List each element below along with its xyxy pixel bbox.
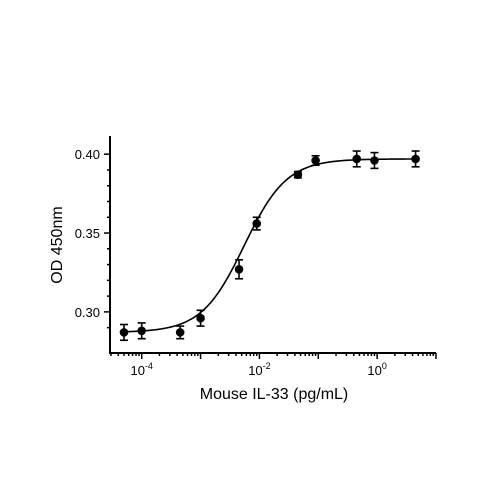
data-point-1 — [137, 326, 147, 336]
x-axis-title: Mouse IL-33 (pg/mL) — [200, 386, 349, 403]
data-point-5 — [252, 219, 262, 228]
data-point-9 — [370, 156, 379, 165]
data-point-0 — [119, 328, 129, 337]
y-axis-title: OD 450nm — [49, 206, 66, 283]
data-point-10 — [411, 154, 420, 164]
data-point-3 — [196, 313, 205, 323]
y-tick-label-2: 0.40 — [75, 147, 100, 162]
data-point-7 — [311, 156, 320, 165]
data-point-6 — [293, 170, 303, 179]
plot-area: 0.30 0.35 0.40 10-4 10-2 100 — [75, 136, 437, 378]
x-tick-label-1: 10-2 — [248, 361, 270, 378]
fit-curve — [125, 158, 416, 333]
x-tick-label-2: 100 — [367, 361, 386, 378]
data-point-2 — [175, 328, 185, 337]
x-tick-label-0: 10-4 — [130, 361, 152, 378]
data-point-8 — [352, 154, 362, 164]
data-point-4 — [234, 265, 244, 274]
y-tick-label-0: 0.30 — [75, 305, 100, 320]
y-tick-label-1: 0.35 — [75, 226, 100, 241]
